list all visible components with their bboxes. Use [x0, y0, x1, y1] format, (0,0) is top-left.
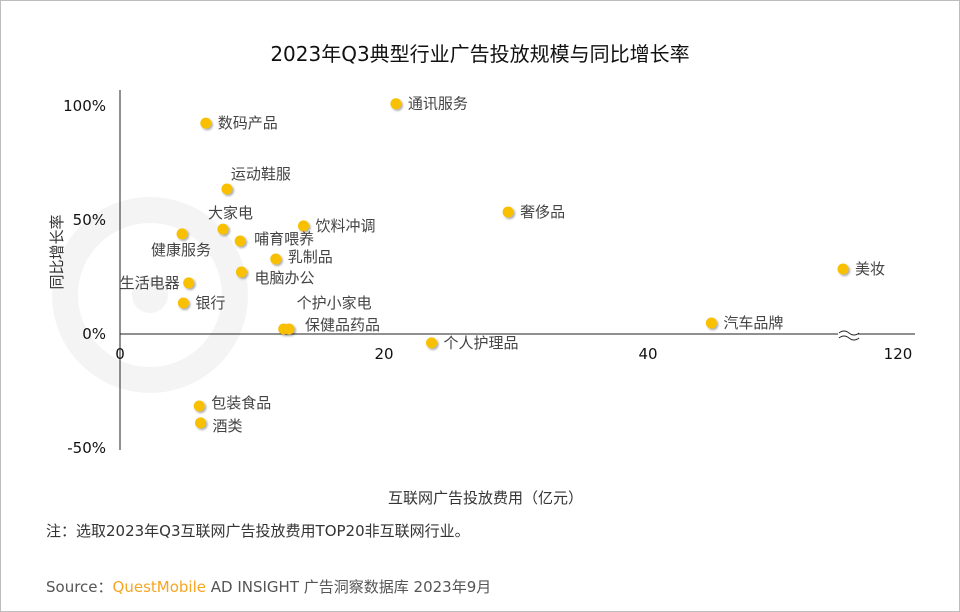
data-label: 酒类 — [213, 417, 243, 435]
data-label: 数码产品 — [218, 114, 278, 132]
data-label: 大家电 — [208, 204, 253, 222]
data-label: 汽车品牌 — [723, 314, 783, 332]
data-point — [390, 98, 402, 110]
y-axis-label: 同比增长率 — [48, 214, 66, 289]
data-point — [297, 220, 309, 232]
y-tick-label: 100% — [63, 97, 106, 115]
data-label: 通讯服务 — [408, 95, 468, 113]
data-label: 生活电器 — [120, 274, 180, 292]
data-point — [221, 183, 233, 195]
data-point — [705, 317, 717, 329]
data-label: 奢侈品 — [520, 203, 565, 221]
data-point — [426, 337, 438, 349]
x-axis-label: 互联网广告投放费用（亿元） — [388, 489, 584, 507]
data-point — [502, 206, 514, 218]
data-point — [837, 263, 849, 275]
data-label: 保健品药品 — [305, 316, 380, 334]
data-label: 个护小家电 — [297, 294, 372, 312]
data-point — [270, 253, 282, 265]
y-tick-label: -50% — [67, 439, 106, 457]
x-tick-label: 20 — [374, 345, 393, 363]
data-point — [235, 266, 247, 278]
data-point — [283, 323, 295, 335]
data-label: 哺育喂养 — [254, 230, 314, 248]
data-point — [193, 400, 205, 412]
data-point — [177, 297, 189, 309]
data-label: 美妆 — [855, 260, 885, 278]
data-point — [200, 117, 212, 129]
data-label: 包装食品 — [211, 394, 271, 412]
y-tick-label: 0% — [82, 325, 106, 343]
y-tick-label: 50% — [73, 211, 106, 229]
data-label: 银行 — [195, 294, 225, 312]
x-tick-label: 0 — [115, 345, 125, 363]
source-brand: QuestMobile — [112, 578, 206, 596]
data-point — [234, 235, 246, 247]
chart-title: 2023年Q3典型行业广告投放规模与同比增长率 — [270, 42, 690, 66]
axis-break-icon — [838, 330, 860, 341]
data-point — [183, 277, 195, 289]
data-label: 个人护理品 — [444, 334, 519, 352]
data-label: 运动鞋服 — [231, 165, 291, 183]
data-label: 乳制品 — [288, 248, 333, 266]
data-label: 健康服务 — [151, 241, 211, 259]
data-point — [195, 417, 207, 429]
watermark-logo-ring — [52, 197, 248, 393]
watermark-logo-dot — [132, 277, 168, 313]
data-label: 电脑办公 — [254, 269, 314, 287]
x-tick-label: 120 — [884, 345, 913, 363]
watermark — [52, 197, 248, 393]
data-point — [217, 223, 229, 235]
source-prefix: Source： — [46, 578, 113, 596]
axis-break-gap — [838, 328, 858, 340]
x-tick-label: 40 — [638, 345, 657, 363]
data-label: 饮料冲调 — [315, 217, 375, 235]
data-point — [176, 228, 188, 240]
source-rest: AD INSIGHT 广告洞察数据库 2023年9月 — [205, 578, 492, 596]
footnote: 注：选取2023年Q3互联网广告投放费用TOP20非互联网行业。 — [46, 522, 470, 540]
source-line: Source：QuestMobile AD INSIGHT 广告洞察数据库 20… — [46, 576, 491, 597]
